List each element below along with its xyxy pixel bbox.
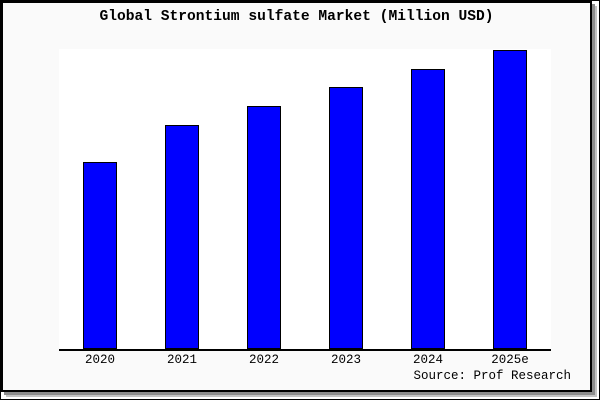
bar-slot bbox=[305, 49, 387, 349]
x-tick-label-2024: 2024 bbox=[412, 353, 443, 367]
bar-slot bbox=[59, 49, 141, 349]
bar-slot bbox=[223, 49, 305, 349]
chart-card: Global Strontium sulfate Market (Million… bbox=[1, 1, 592, 392]
x-tick-label-2021: 2021 bbox=[166, 353, 197, 367]
bar-2023 bbox=[329, 87, 363, 349]
bar-2021 bbox=[165, 125, 199, 349]
bar-2025e bbox=[493, 50, 527, 349]
bars-container bbox=[59, 49, 551, 349]
bar-slot bbox=[469, 49, 551, 349]
bar-2022 bbox=[247, 106, 281, 349]
bar-slot bbox=[141, 49, 223, 349]
x-axis-labels: 2020 2021 2022 2023 2024 2025e bbox=[59, 353, 551, 367]
x-tick-label-2023: 2023 bbox=[330, 353, 361, 367]
chart-title: Global Strontium sulfate Market (Million… bbox=[99, 9, 494, 25]
bar-2024 bbox=[411, 69, 445, 349]
bar-slot bbox=[387, 49, 469, 349]
x-tick-label-2025e: 2025e bbox=[491, 353, 529, 367]
x-tick-label-2022: 2022 bbox=[248, 353, 279, 367]
x-tick-label-2020: 2020 bbox=[84, 353, 115, 367]
plot-area bbox=[59, 49, 551, 351]
bar-2020 bbox=[83, 162, 117, 349]
source-credit: Source: Prof Research bbox=[413, 369, 571, 383]
